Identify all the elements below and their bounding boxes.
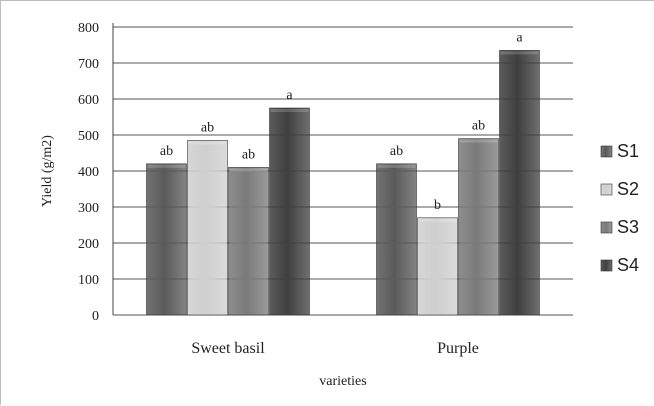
bar-s4-sweet-basil [269,107,310,316]
legend-swatch-s4 [600,259,613,272]
x-axis-title: varieties [319,374,366,389]
bar-highlight [188,141,227,145]
legend-label-s4: S4 [617,255,639,275]
bar-highlight [418,218,457,222]
data-label: b [434,198,441,213]
y-tick-label: 500 [78,129,99,144]
x-tick-label: Sweet basil [191,340,265,357]
data-label: a [286,88,293,103]
y-tick-label: 600 [78,93,99,108]
data-label: a [516,30,523,45]
legend: S1 S2 S3 S4 [600,141,639,275]
legend-swatch-s2 [600,183,613,196]
y-tick-label: 800 [78,21,99,36]
data-label: ab [201,120,214,135]
y-tick-label: 100 [78,273,99,288]
y-tick-label: 700 [78,57,99,72]
data-label: ab [160,144,173,159]
y-axis-title: Yield (g/m2) [40,135,55,207]
y-tick-label: 400 [78,165,99,180]
legend-label-s2: S2 [617,179,639,199]
y-tick-label: 0 [92,309,99,324]
data-label: ab [390,144,403,159]
bar-highlight [270,109,309,112]
data-label: ab [472,119,485,134]
bar-s3-purple [458,138,499,316]
legend-label-s1: S1 [617,141,639,161]
bar-s3-sweet-basil [228,167,269,316]
data-labels: ab ab ab a ab b ab a [160,30,524,212]
bar-highlight [459,139,498,143]
bar-highlight [229,168,268,172]
data-label: ab [242,147,255,162]
bar-s2-purple [417,217,458,316]
y-tick-label: 200 [78,237,99,252]
bar-highlight [377,164,416,168]
bar-highlight [147,164,186,168]
bar-s1-sweet-basil [146,163,187,316]
bar-highlight [500,51,539,55]
legend-swatch-s3 [600,221,613,234]
bars [146,50,540,316]
bar-s1-purple [376,163,417,316]
x-tick-label: Purple [437,340,479,357]
y-tick-label: 300 [78,201,99,216]
bar-s2-sweet-basil [187,140,228,316]
legend-swatch-s1 [600,145,613,158]
legend-label-s3: S3 [617,217,639,237]
bar-s4-purple [499,50,540,316]
